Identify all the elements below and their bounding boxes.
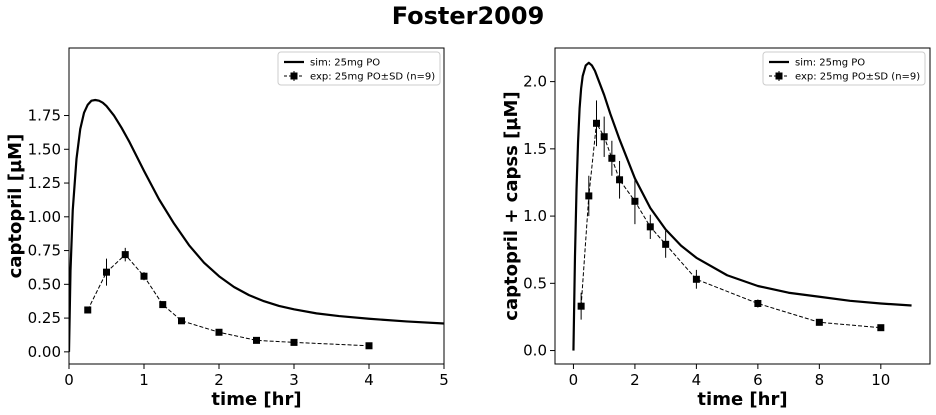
y-tick-label: 0.00 [28, 343, 61, 361]
exp-data-point [215, 328, 223, 336]
exp-data-point [592, 119, 600, 127]
y-tick-label: 0.50 [28, 275, 61, 293]
exp-data-point [140, 272, 148, 280]
y-tick-label: 1.0 [523, 207, 547, 225]
exp-data-point [84, 306, 92, 314]
x-tick-label: 2 [214, 371, 224, 389]
legend-swatch-marker [290, 72, 298, 80]
y-tick-label: 1.00 [28, 208, 61, 226]
x-axis-label: time [hr] [697, 389, 787, 410]
plot-area [69, 98, 444, 352]
exp-data-point [253, 336, 260, 344]
y-tick-label: 0.5 [523, 274, 547, 292]
plot-area [572, 61, 912, 351]
exp-data-point [600, 133, 608, 141]
y-tick-label: 1.25 [28, 174, 61, 192]
legend: sim: 25mg PO exp: 25mg PO±SD (n=9) [762, 51, 926, 86]
x-tick-label: 3 [289, 371, 299, 389]
exp-data-point [877, 324, 885, 332]
x-tick-label: 5 [439, 371, 449, 389]
y-axis-label: captopril + capss [µM] [501, 91, 522, 320]
y-tick-label: 1.75 [28, 107, 61, 125]
exp-data-point [178, 317, 185, 325]
exp-data-point [754, 299, 762, 307]
sim-series-line [69, 98, 444, 352]
exp-data-point [577, 302, 585, 310]
y-tick-label: 2.0 [523, 73, 547, 91]
exp-data-point [692, 275, 700, 283]
exp-series-line [87, 253, 370, 347]
x-tick-label: 1 [139, 371, 149, 389]
exp-data-point [365, 342, 373, 350]
exp-data-point [815, 318, 823, 326]
x-tick-label: 8 [815, 371, 825, 389]
exp-data-point [616, 176, 624, 184]
exp-data-point [631, 197, 639, 205]
sim-series-line [572, 61, 912, 351]
y-tick-label: 1.50 [28, 140, 61, 158]
x-axis-label: time [hr] [211, 389, 301, 410]
exp-data-point [585, 192, 593, 200]
y-axis-label: captopril [µM] [5, 134, 26, 279]
y-tick-label: 0.75 [28, 242, 61, 260]
x-tick-label: 0 [569, 371, 579, 389]
figure-title: Foster2009 [391, 2, 545, 30]
axes-frame [554, 47, 931, 365]
exp-data-point [608, 154, 616, 162]
chart-panel-1: 0 1 2 3 4 5 0.00 0.25 0.50 0.75 1.00 1.25 1.50 1.75 ti… [5, 47, 449, 410]
exp-data-point [662, 240, 670, 248]
axes-frame [68, 47, 445, 365]
chart-panel-2: 0 2 4 6 8 10 0.0 0.5 1.0 1.5 2.0 time [hr] captopril… [501, 47, 931, 410]
x-tick-label: 10 [871, 371, 890, 389]
x-tick-label: 6 [753, 371, 763, 389]
legend-label: exp: 25mg PO±SD (n=9) [310, 72, 435, 83]
exp-data-point [103, 268, 110, 276]
legend: sim: 25mg PO exp: 25mg PO±SD (n=9) [277, 51, 441, 86]
y-tick-label: 0.0 [523, 342, 547, 360]
legend-box [277, 51, 441, 86]
legend-label: sim: 25mg PO [795, 58, 865, 69]
x-tick-label: 2 [630, 371, 640, 389]
exp-data-point [159, 301, 167, 309]
y-tick-label: 1.5 [523, 140, 547, 158]
legend-label: exp: 25mg PO±SD (n=9) [795, 72, 920, 83]
x-tick-label: 4 [364, 371, 374, 389]
x-tick-label: 4 [692, 371, 702, 389]
x-tick-label: 0 [64, 371, 74, 389]
legend-label: sim: 25mg PO [310, 58, 380, 69]
exp-data-point [646, 223, 654, 231]
legend-box [762, 51, 926, 86]
y-tick-label: 0.25 [28, 309, 61, 327]
exp-data-point [121, 251, 129, 259]
exp-data-point [290, 338, 298, 346]
legend-swatch-marker [775, 72, 783, 80]
